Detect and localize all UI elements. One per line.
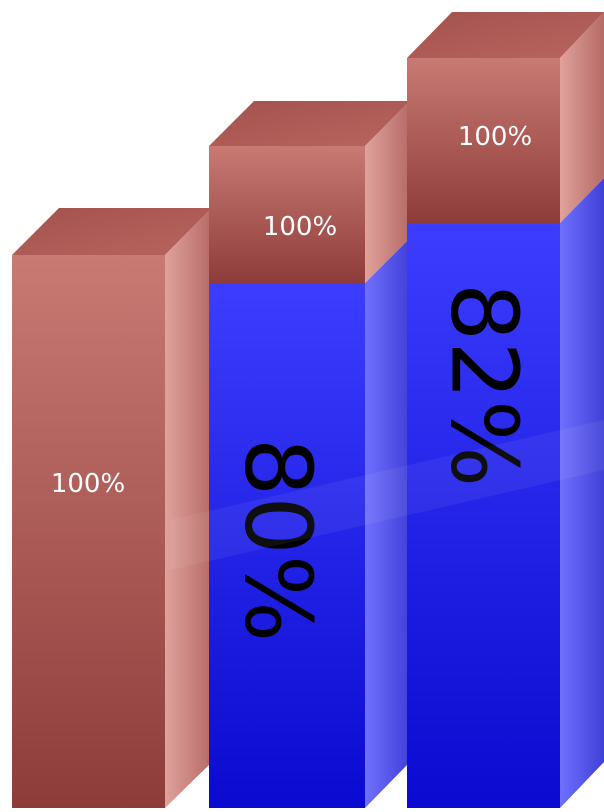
bar-2-blue-front-face [209,283,365,808]
bar-1-top-face [12,208,212,255]
bar-1-front-face [12,255,165,808]
bar-3-red-top-face [407,12,604,58]
bar-3: 82% 100% [407,12,604,808]
bar-3-blue-front-face [407,223,560,808]
bar-2-blue-label: 80% [225,438,332,642]
bar-3-blue-side-face [560,178,604,808]
bar-3-red-label: 100% [458,122,532,152]
bar-2-red-side-face [365,101,410,283]
bar-3-blue-label: 82% [431,283,538,487]
bar-2: 80% 100% [209,101,410,808]
bar-3-red-front-face [407,58,560,223]
bar-2-red-label: 100% [263,212,337,242]
bar-1-label: 100% [51,469,125,499]
bar-3-red-side-face [560,12,604,223]
glass-sheen [170,420,604,570]
bar-2-blue-side-face [365,238,410,808]
bar-2-red-top-face [209,101,410,146]
bar-2-red-front-face [209,146,365,283]
bar-1: 100% [12,208,212,808]
bar-1-side-face [165,208,212,808]
